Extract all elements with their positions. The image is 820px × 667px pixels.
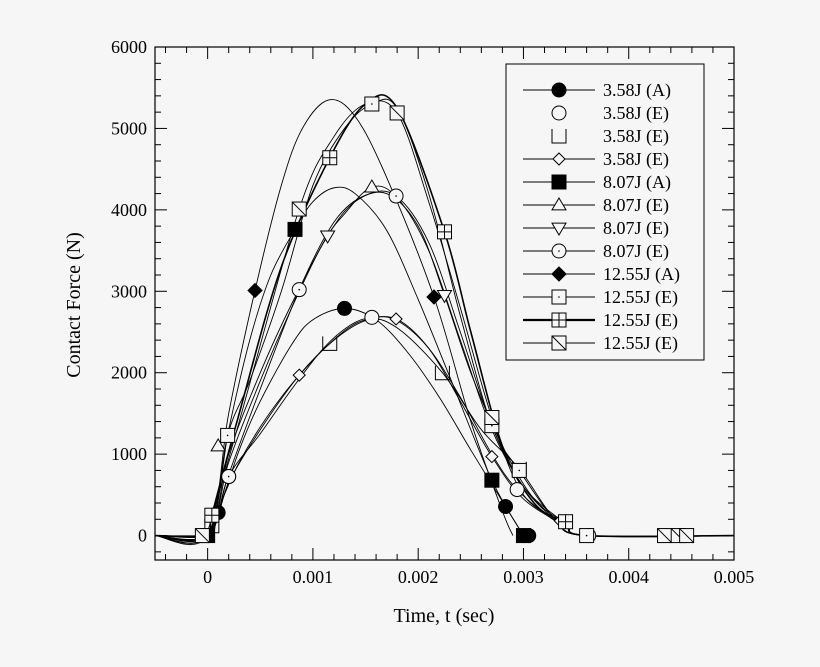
open-bracket-marker <box>322 336 338 351</box>
filled-square-marker <box>515 528 531 544</box>
series-line-9 <box>154 98 735 544</box>
filled-square-marker <box>287 221 303 237</box>
diagonal-square-marker <box>551 335 567 351</box>
dotted-square-marker <box>551 289 567 305</box>
open-triangle-up-marker <box>363 179 380 193</box>
legend-entry: 8.07J (E) <box>523 241 669 262</box>
y-tick-label: 2000 <box>111 363 147 383</box>
open-bracket-marker <box>551 129 567 144</box>
dotted-circle-marker <box>388 188 404 204</box>
diagonal-square-marker <box>194 528 210 544</box>
legend-label: 12.55J (E) <box>603 310 678 331</box>
legend-entry: 3.58J (A) <box>523 80 671 101</box>
legend-label: 8.07J (E) <box>603 195 669 216</box>
filled-diamond-marker <box>551 266 567 282</box>
filled-circle-marker <box>498 499 514 515</box>
legend-label: 12.55J (E) <box>603 287 678 308</box>
diagonal-square-marker <box>484 410 500 425</box>
legend-entry: 12.55J (A) <box>523 264 680 285</box>
y-axis-label: Contact Force (N) <box>63 232 85 378</box>
diagonal-square-marker <box>679 528 695 544</box>
legend-label: 12.55J (A) <box>603 264 680 285</box>
legend-label: 3.58J (E) <box>603 103 669 124</box>
filled-circle-marker <box>336 300 352 316</box>
legend-label: 3.58J (E) <box>603 126 669 147</box>
crossed-square-marker <box>558 514 574 530</box>
filled-circle-marker <box>551 82 567 98</box>
x-tick-label: 0.002 <box>398 567 439 587</box>
legend-label: 8.07J (E) <box>603 218 669 239</box>
x-tick-label: 0.005 <box>714 567 755 587</box>
open-triangle-up-marker <box>210 438 227 452</box>
x-tick-labels: 0 0.001 0.002 0.003 0.004 0.005 <box>203 567 754 587</box>
crossed-square-marker <box>551 312 567 328</box>
open-circle-marker <box>551 105 567 121</box>
legend-entry: 3.58J (E) <box>551 103 669 124</box>
legend-entry: 8.07J (A) <box>523 172 671 193</box>
filled-diamond-marker <box>426 289 442 305</box>
open-diamond-marker <box>292 368 306 382</box>
legend-entry: 3.58J (E) <box>523 149 669 170</box>
legend-entry: 3.58J (E) <box>551 126 669 147</box>
x-tick-label: 0.001 <box>293 567 334 587</box>
series-line-8 <box>154 99 514 546</box>
crossed-square-marker <box>204 507 220 523</box>
filled-square-marker <box>484 472 500 488</box>
plot-markers <box>194 96 695 544</box>
y-tick-label: 3000 <box>111 281 147 301</box>
x-axis-label: Time, t (sec) <box>394 605 495 627</box>
open-bracket-marker <box>434 365 450 381</box>
y-tick-label: 6000 <box>111 37 147 57</box>
legend: 3.58J (A)3.58J (E)3.58J (E)3.58J (E)8.07… <box>505 63 705 361</box>
legend-label: 8.07J (A) <box>603 172 671 193</box>
legend-box <box>505 63 705 361</box>
open-diamond-marker <box>485 449 499 464</box>
legend-label: 3.58J (E) <box>603 149 669 170</box>
plot-frame <box>154 46 735 561</box>
open-circle-marker <box>509 482 525 498</box>
open-triangle-down-marker <box>319 230 336 244</box>
dotted-circle-marker <box>551 243 567 259</box>
crossed-square-marker <box>437 224 452 240</box>
dotted-circle-marker <box>221 469 237 485</box>
open-triangle-down-marker <box>551 222 567 236</box>
legend-label: 8.07J (E) <box>603 241 669 262</box>
y-tick-label: 1000 <box>111 444 147 464</box>
legend-entry: 12.55J (E) <box>523 310 678 331</box>
legend-entry: 12.55J (E) <box>523 333 678 354</box>
diagonal-square-marker <box>389 105 405 121</box>
diagonal-square-marker <box>291 201 307 217</box>
dotted-square-marker <box>220 427 236 443</box>
open-circle-marker <box>364 309 380 325</box>
dotted-square-marker <box>364 96 380 112</box>
legend-entry: 12.55J (E) <box>523 287 678 308</box>
open-triangle-up-marker <box>551 197 567 211</box>
open-diamond-marker <box>552 152 566 166</box>
y-tick-labels: 0 1000 2000 3000 4000 5000 6000 <box>111 37 147 546</box>
crossed-square-marker <box>322 150 338 166</box>
y-tick-label: 4000 <box>111 200 147 220</box>
diagonal-square-marker <box>657 528 673 544</box>
legend-label: 12.55J (E) <box>603 333 678 354</box>
filled-diamond-marker <box>247 282 263 299</box>
dotted-circle-marker <box>291 282 307 298</box>
legend-entry: 8.07J (E) <box>523 195 669 216</box>
dotted-square-marker <box>579 528 595 544</box>
x-tick-label: 0 <box>203 567 212 587</box>
x-tick-label: 0.003 <box>503 567 544 587</box>
y-tick-label: 5000 <box>111 118 147 138</box>
filled-square-marker <box>551 174 567 190</box>
open-diamond-marker <box>389 312 403 326</box>
dotted-square-marker <box>511 462 527 478</box>
axis-ticks <box>155 46 735 560</box>
x-tick-label: 0.004 <box>608 567 649 587</box>
y-tick-label: 0 <box>138 526 147 546</box>
legend-entry: 8.07J (E) <box>523 218 669 239</box>
legend-label: 3.58J (A) <box>603 80 671 101</box>
